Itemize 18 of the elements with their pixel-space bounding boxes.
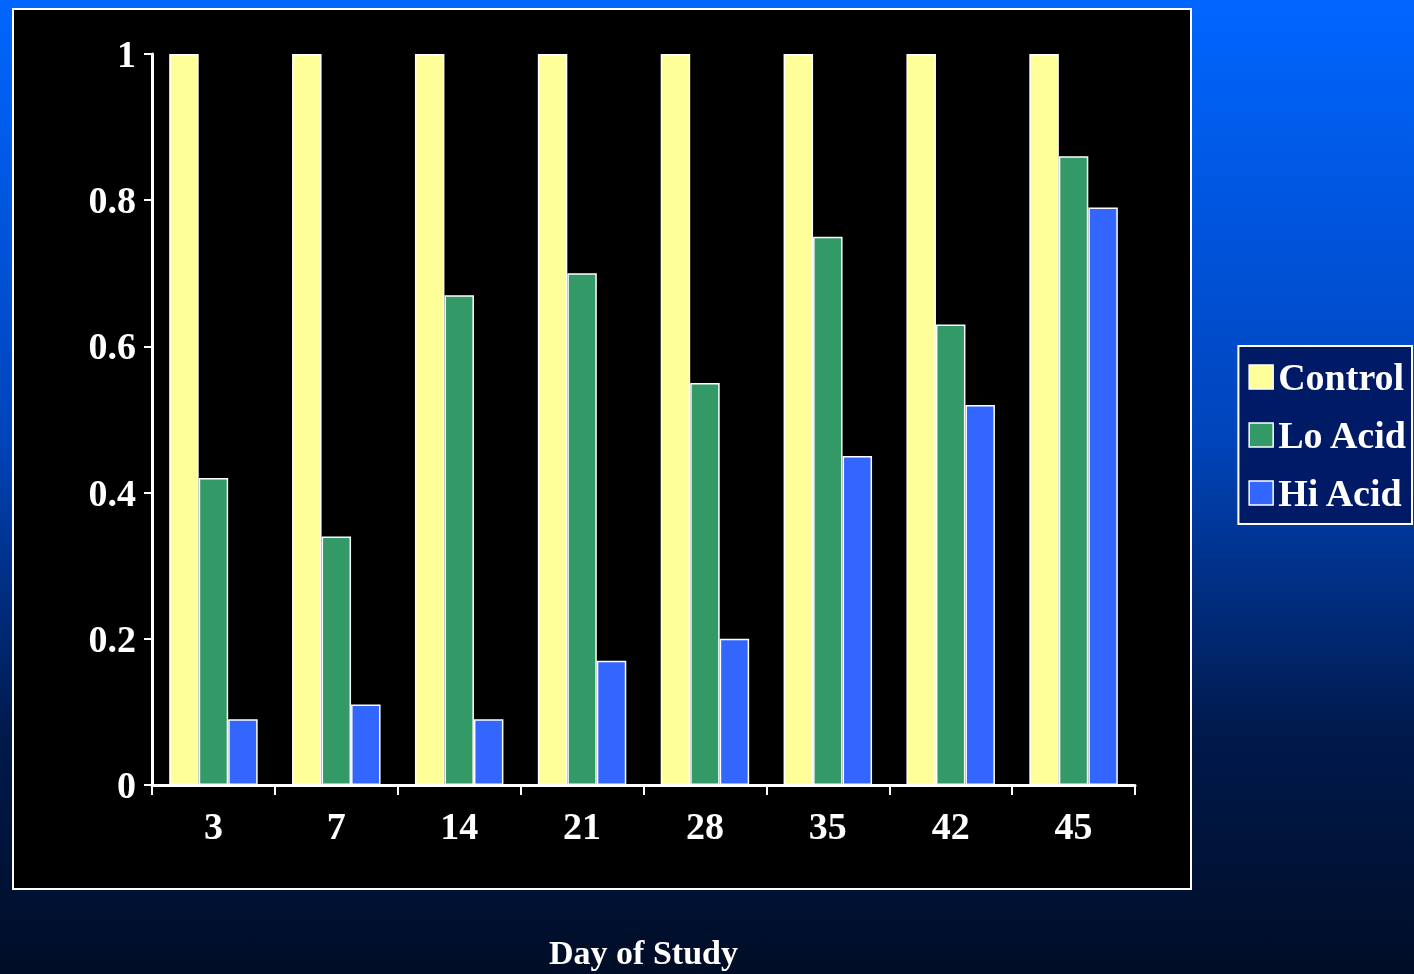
y-tick-label: 1 [117, 33, 136, 75]
x-axis-title: Day of Study [549, 933, 738, 971]
y-tick-label: 0.6 [88, 325, 136, 368]
x-tick-label: 28 [685, 805, 724, 847]
x-tick-label: 3 [203, 805, 223, 847]
legend-label: Control [1278, 356, 1405, 398]
x-tick-label: 42 [931, 805, 970, 847]
legend-label: Lo Acid [1278, 414, 1406, 456]
x-tick-label: 14 [440, 805, 479, 847]
x-tick-label: 21 [563, 805, 602, 847]
legend-label: Hi Acid [1278, 472, 1402, 514]
y-tick-label: 0.8 [88, 179, 136, 222]
x-tick-label: 45 [1054, 805, 1093, 847]
y-tick-label: 0.4 [88, 471, 136, 514]
y-tick-label: 0.2 [88, 617, 136, 660]
x-tick-label: 7 [326, 805, 346, 847]
x-tick-label: 35 [808, 805, 847, 847]
y-tick-label: 0 [117, 764, 136, 806]
